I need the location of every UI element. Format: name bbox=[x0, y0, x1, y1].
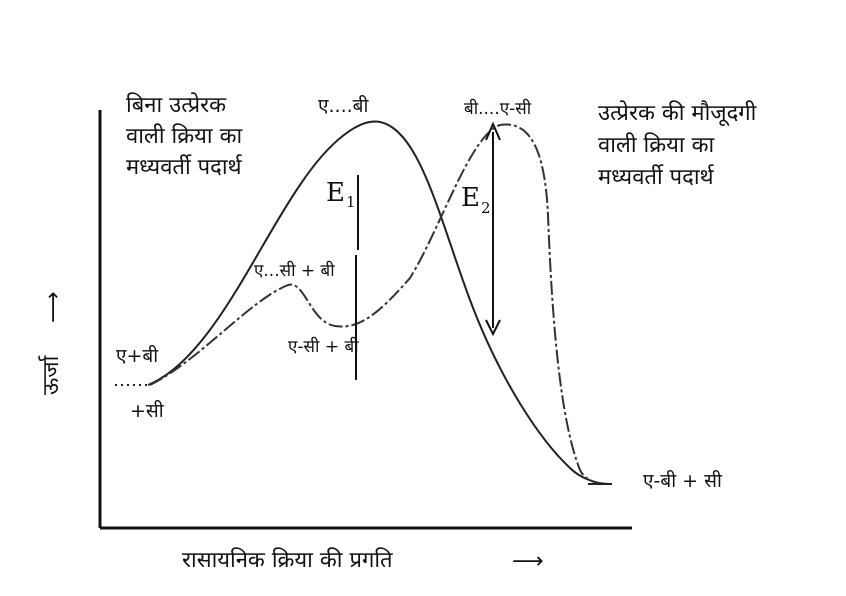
peak-catalysed-label: बी....ए-सी bbox=[464, 98, 532, 119]
e2-arrowhead-top bbox=[485, 121, 501, 141]
uncatalysed-title-line3: मध्यवर्ती पदार्थ bbox=[126, 154, 243, 180]
e2-subscript: 2 bbox=[481, 199, 491, 217]
x-axis-label: रासायनिक क्रिया की प्रगति bbox=[182, 547, 393, 573]
e2-label: E bbox=[461, 183, 480, 213]
catalysed-title-line1: उत्प्रेरक की मौजूदगी bbox=[598, 100, 757, 127]
y-axis-arrow: ⟶ bbox=[41, 291, 66, 323]
reactant-label-top: ए+बी bbox=[116, 344, 159, 367]
x-axis-arrow: ⟶ bbox=[512, 549, 544, 574]
e1-subscript: 1 bbox=[346, 193, 356, 211]
y-axis-label: ऊर्जा bbox=[38, 355, 64, 395]
uncatalysed-title-line2: वाली क्रिया का bbox=[126, 123, 242, 149]
uncatalysed-title-line1: बिना उत्प्रेरक bbox=[126, 92, 227, 118]
peak-uncatalysed-label: ए....बी bbox=[318, 94, 370, 117]
catalysed-title-line2: वाली क्रिया का bbox=[598, 132, 714, 158]
reactant-label-bottom: +सी bbox=[130, 399, 165, 422]
e2-arrowhead-bottom bbox=[485, 319, 501, 337]
e1-label: E bbox=[326, 178, 345, 208]
product-label: ए-बी + सी bbox=[643, 469, 723, 492]
intermediate-complex-label: ए...सी + बी bbox=[254, 260, 335, 281]
uncatalysed-curve bbox=[147, 120, 611, 485]
catalysed-title-line3: मध्यवर्ती पदार्थ bbox=[598, 164, 715, 190]
catalysed-curve bbox=[149, 123, 609, 485]
intermediate-label: ए-सी + बी bbox=[288, 336, 359, 357]
